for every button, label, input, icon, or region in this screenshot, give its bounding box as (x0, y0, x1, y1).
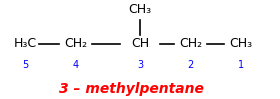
Text: 3 – methylpentane: 3 – methylpentane (59, 82, 204, 96)
Text: CH₂: CH₂ (64, 37, 87, 50)
Text: 5: 5 (22, 60, 28, 70)
Text: CH₃: CH₃ (129, 3, 151, 16)
Text: 3: 3 (137, 60, 143, 70)
Text: CH₂: CH₂ (179, 37, 202, 50)
Text: CH: CH (131, 37, 149, 50)
Text: CH₃: CH₃ (229, 37, 252, 50)
Text: 2: 2 (187, 60, 193, 70)
Text: H₃C: H₃C (14, 37, 37, 50)
Text: 4: 4 (73, 60, 79, 70)
Text: 1: 1 (238, 60, 244, 70)
